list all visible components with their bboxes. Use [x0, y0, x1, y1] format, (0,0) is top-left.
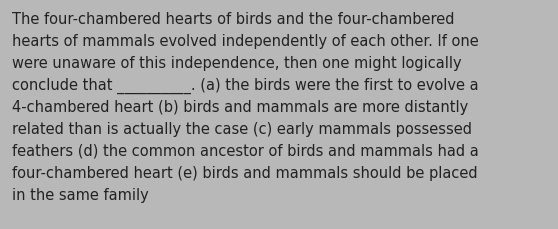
Text: hearts of mammals evolved independently of each other. If one: hearts of mammals evolved independently …: [12, 34, 479, 49]
Text: The four-chambered hearts of birds and the four-chambered: The four-chambered hearts of birds and t…: [12, 12, 455, 27]
Text: feathers (d) the common ancestor of birds and mammals had a: feathers (d) the common ancestor of bird…: [12, 143, 479, 158]
Text: conclude that __________. (a) the birds were the first to evolve a: conclude that __________. (a) the birds …: [12, 78, 479, 94]
Text: four-chambered heart (e) birds and mammals should be placed: four-chambered heart (e) birds and mamma…: [12, 165, 478, 180]
Text: related than is actually the case (c) early mammals possessed: related than is actually the case (c) ea…: [12, 121, 472, 136]
Text: 4-chambered heart (b) birds and mammals are more distantly: 4-chambered heart (b) birds and mammals …: [12, 100, 468, 114]
Text: in the same family: in the same family: [12, 187, 149, 202]
Text: were unaware of this independence, then one might logically: were unaware of this independence, then …: [12, 56, 461, 71]
